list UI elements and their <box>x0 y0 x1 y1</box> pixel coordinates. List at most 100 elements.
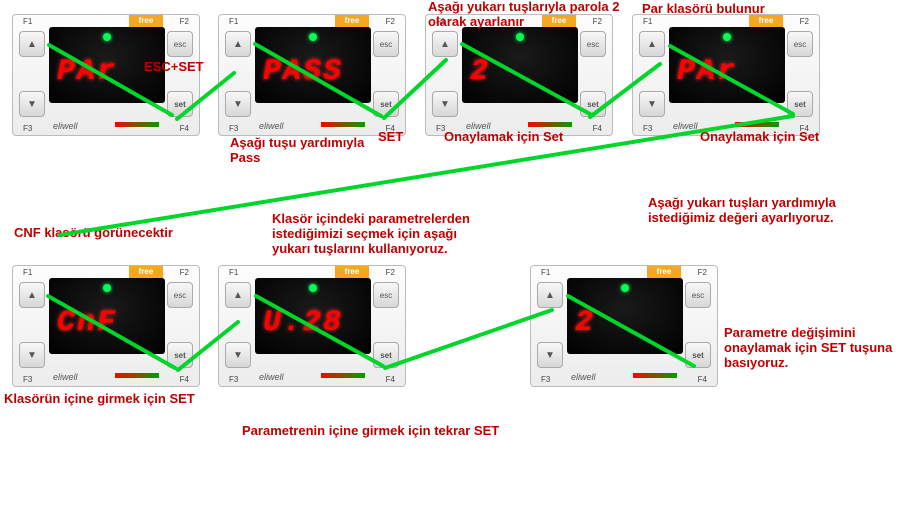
esc-button[interactable] <box>580 31 606 57</box>
up-button[interactable] <box>639 31 665 57</box>
color-bar-icon <box>321 373 365 378</box>
brand-label: eliwell <box>259 372 284 382</box>
annotation-a_tekrar: Parametrenin içine girmek için tekrar SE… <box>242 424 499 439</box>
lcd-screen: U.28 <box>255 278 371 354</box>
brand-label: eliwell <box>673 121 698 131</box>
esc-button[interactable] <box>167 31 193 57</box>
free-tag: free <box>647 266 681 278</box>
esc-button[interactable] <box>685 282 711 308</box>
color-bar-icon <box>115 122 159 127</box>
brand-label: eliwell <box>259 121 284 131</box>
device-d6: free F1 F2 F3 F4 U.28 eliwell <box>218 265 406 387</box>
down-button[interactable] <box>432 91 458 117</box>
status-led-icon <box>309 284 317 292</box>
brand-label: eliwell <box>53 372 78 382</box>
label-f1: F1 <box>229 17 238 26</box>
brand-label: eliwell <box>571 372 596 382</box>
label-f2: F2 <box>386 268 395 277</box>
up-button[interactable] <box>225 31 251 57</box>
free-tag: free <box>335 15 369 27</box>
esc-button[interactable] <box>167 282 193 308</box>
label-f1: F1 <box>229 268 238 277</box>
set-button[interactable] <box>787 91 813 117</box>
label-f3: F3 <box>229 375 238 384</box>
status-led-icon <box>103 33 111 41</box>
set-button[interactable] <box>167 342 193 368</box>
status-led-icon <box>309 33 317 41</box>
device-d3: freeF1F2F3F4 2eliwell <box>425 14 613 136</box>
label-f2: F2 <box>180 268 189 277</box>
label-f4: F4 <box>386 375 395 384</box>
down-button[interactable] <box>19 342 45 368</box>
esc-button[interactable] <box>787 31 813 57</box>
esc-button[interactable] <box>373 31 399 57</box>
display-text: PAr <box>677 55 737 89</box>
brand-label: eliwell <box>53 121 78 131</box>
status-led-icon <box>723 33 731 41</box>
label-f4: F4 <box>180 124 189 133</box>
annotation-a_ayar: Aşağı yukarı tuşları yardımıyla istediği… <box>648 196 848 226</box>
free-tag: free <box>129 15 163 27</box>
set-button[interactable] <box>167 91 193 117</box>
set-button[interactable] <box>373 91 399 117</box>
annotation-a_pass: Aşağı tuşu yardımıyla Pass <box>230 136 380 166</box>
color-bar-icon <box>115 373 159 378</box>
lcd-screen: CnF <box>49 278 165 354</box>
status-led-icon <box>621 284 629 292</box>
display-text: U.28 <box>263 306 343 340</box>
device-d5: free F1 F2 F3 F4 CnF eliwell <box>12 265 200 387</box>
flow-line <box>385 310 552 368</box>
label-f2: F2 <box>180 17 189 26</box>
annotation-a_klasset: Klasörün içine girmek için SET <box>4 392 195 407</box>
label-f2: F2 <box>698 268 707 277</box>
up-button[interactable] <box>225 282 251 308</box>
set-button[interactable] <box>580 91 606 117</box>
up-button[interactable] <box>19 31 45 57</box>
status-led-icon <box>103 284 111 292</box>
esc-button[interactable] <box>373 282 399 308</box>
label-f4: F4 <box>698 375 707 384</box>
display-text: 2 <box>575 306 595 340</box>
lcd-screen: PAr <box>669 27 785 103</box>
down-button[interactable] <box>19 91 45 117</box>
label-f1: F1 <box>643 17 652 26</box>
lcd-screen: PASS <box>255 27 371 103</box>
annotation-a_escset: ESC+SET <box>144 60 204 75</box>
free-tag: free <box>335 266 369 278</box>
down-button[interactable] <box>225 342 251 368</box>
label-f1: F1 <box>541 268 550 277</box>
label-f1: F1 <box>23 17 32 26</box>
display-text: PASS <box>263 55 343 89</box>
label-f1: F1 <box>23 268 32 277</box>
label-f3: F3 <box>541 375 550 384</box>
label-f4: F4 <box>593 124 602 133</box>
annotation-a_cnf: CNF klasörü görünecektir <box>14 226 173 241</box>
label-f2: F2 <box>800 17 809 26</box>
device-d2: freeF1F2F3F4PASSeliwell <box>218 14 406 136</box>
up-button[interactable] <box>432 31 458 57</box>
device-d1: free F1 F2 F3 F4 PAr eliwell <box>12 14 200 136</box>
down-button[interactable] <box>225 91 251 117</box>
annotation-a_onay2: Onaylamak için Set <box>700 130 819 145</box>
down-button[interactable] <box>537 342 563 368</box>
free-tag: free <box>129 266 163 278</box>
up-button[interactable] <box>537 282 563 308</box>
color-bar-icon <box>735 122 779 127</box>
annotation-a_parola: Aşağı yukarı tuşlarıyla parola 2 olarak … <box>428 0 628 30</box>
annotation-a_onay1: Onaylamak için Set <box>444 130 563 145</box>
display-text: PAr <box>57 55 117 89</box>
annotation-a_parklas: Par klasörü bulunur <box>642 2 765 17</box>
display-text: 2 <box>470 55 490 89</box>
down-button[interactable] <box>639 91 665 117</box>
set-button[interactable] <box>373 342 399 368</box>
label-f4: F4 <box>180 375 189 384</box>
status-led-icon <box>516 33 524 41</box>
label-f3: F3 <box>23 124 32 133</box>
color-bar-icon <box>633 373 677 378</box>
set-button[interactable] <box>685 342 711 368</box>
annotation-a_onayp: Parametre değişimini onaylamak için SET … <box>724 326 904 371</box>
color-bar-icon <box>321 122 365 127</box>
label-f3: F3 <box>23 375 32 384</box>
device-d4: freeF1F2F3F4PAreliwell <box>632 14 820 136</box>
up-button[interactable] <box>19 282 45 308</box>
